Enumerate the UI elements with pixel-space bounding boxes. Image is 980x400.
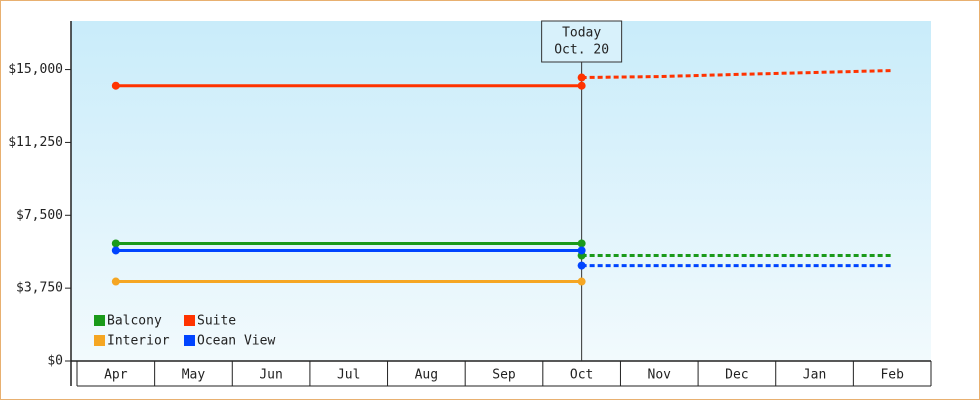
point (111, 246, 120, 255)
point (111, 239, 120, 248)
x-tick-label: Nov (648, 368, 672, 383)
today-label: Today (562, 26, 601, 41)
x-tick-label: Aug (415, 368, 438, 383)
point (111, 81, 120, 90)
legend-label: Ocean View (197, 334, 275, 349)
legend-label: Balcony (107, 314, 162, 329)
x-tick-label: Apr (104, 368, 128, 383)
x-tick-label: Dec (725, 368, 748, 383)
point (577, 239, 586, 248)
x-tick-label: Oct (570, 368, 593, 383)
legend-swatch (184, 335, 195, 346)
point (577, 81, 586, 90)
legend-label: Interior (107, 334, 170, 349)
y-tick-label: $7,500 (16, 208, 63, 223)
x-tick-label: May (182, 368, 206, 383)
point (577, 277, 586, 286)
legend-swatch (94, 315, 105, 326)
legend-swatch (94, 335, 105, 346)
y-tick-label: $15,000 (8, 62, 63, 77)
x-tick-label: Sep (492, 368, 516, 383)
plot-area (71, 21, 931, 361)
x-tick-label: Jan (803, 368, 826, 383)
y-tick-label: $3,750 (16, 281, 63, 296)
legend-swatch (184, 315, 195, 326)
x-tick-label: Feb (880, 368, 904, 383)
point (577, 73, 586, 82)
today-label: Oct. 20 (554, 43, 609, 58)
y-tick-label: $0 (47, 354, 63, 369)
forecast-line (581, 69, 893, 80)
point (577, 246, 586, 255)
point (111, 277, 120, 286)
today-box (541, 20, 623, 63)
x-tick-label: Jun (259, 368, 282, 383)
legend-label: Suite (197, 314, 236, 329)
y-tick-label: $11,250 (8, 135, 63, 150)
x-tick-label: Jul (337, 368, 360, 383)
point (577, 261, 586, 270)
